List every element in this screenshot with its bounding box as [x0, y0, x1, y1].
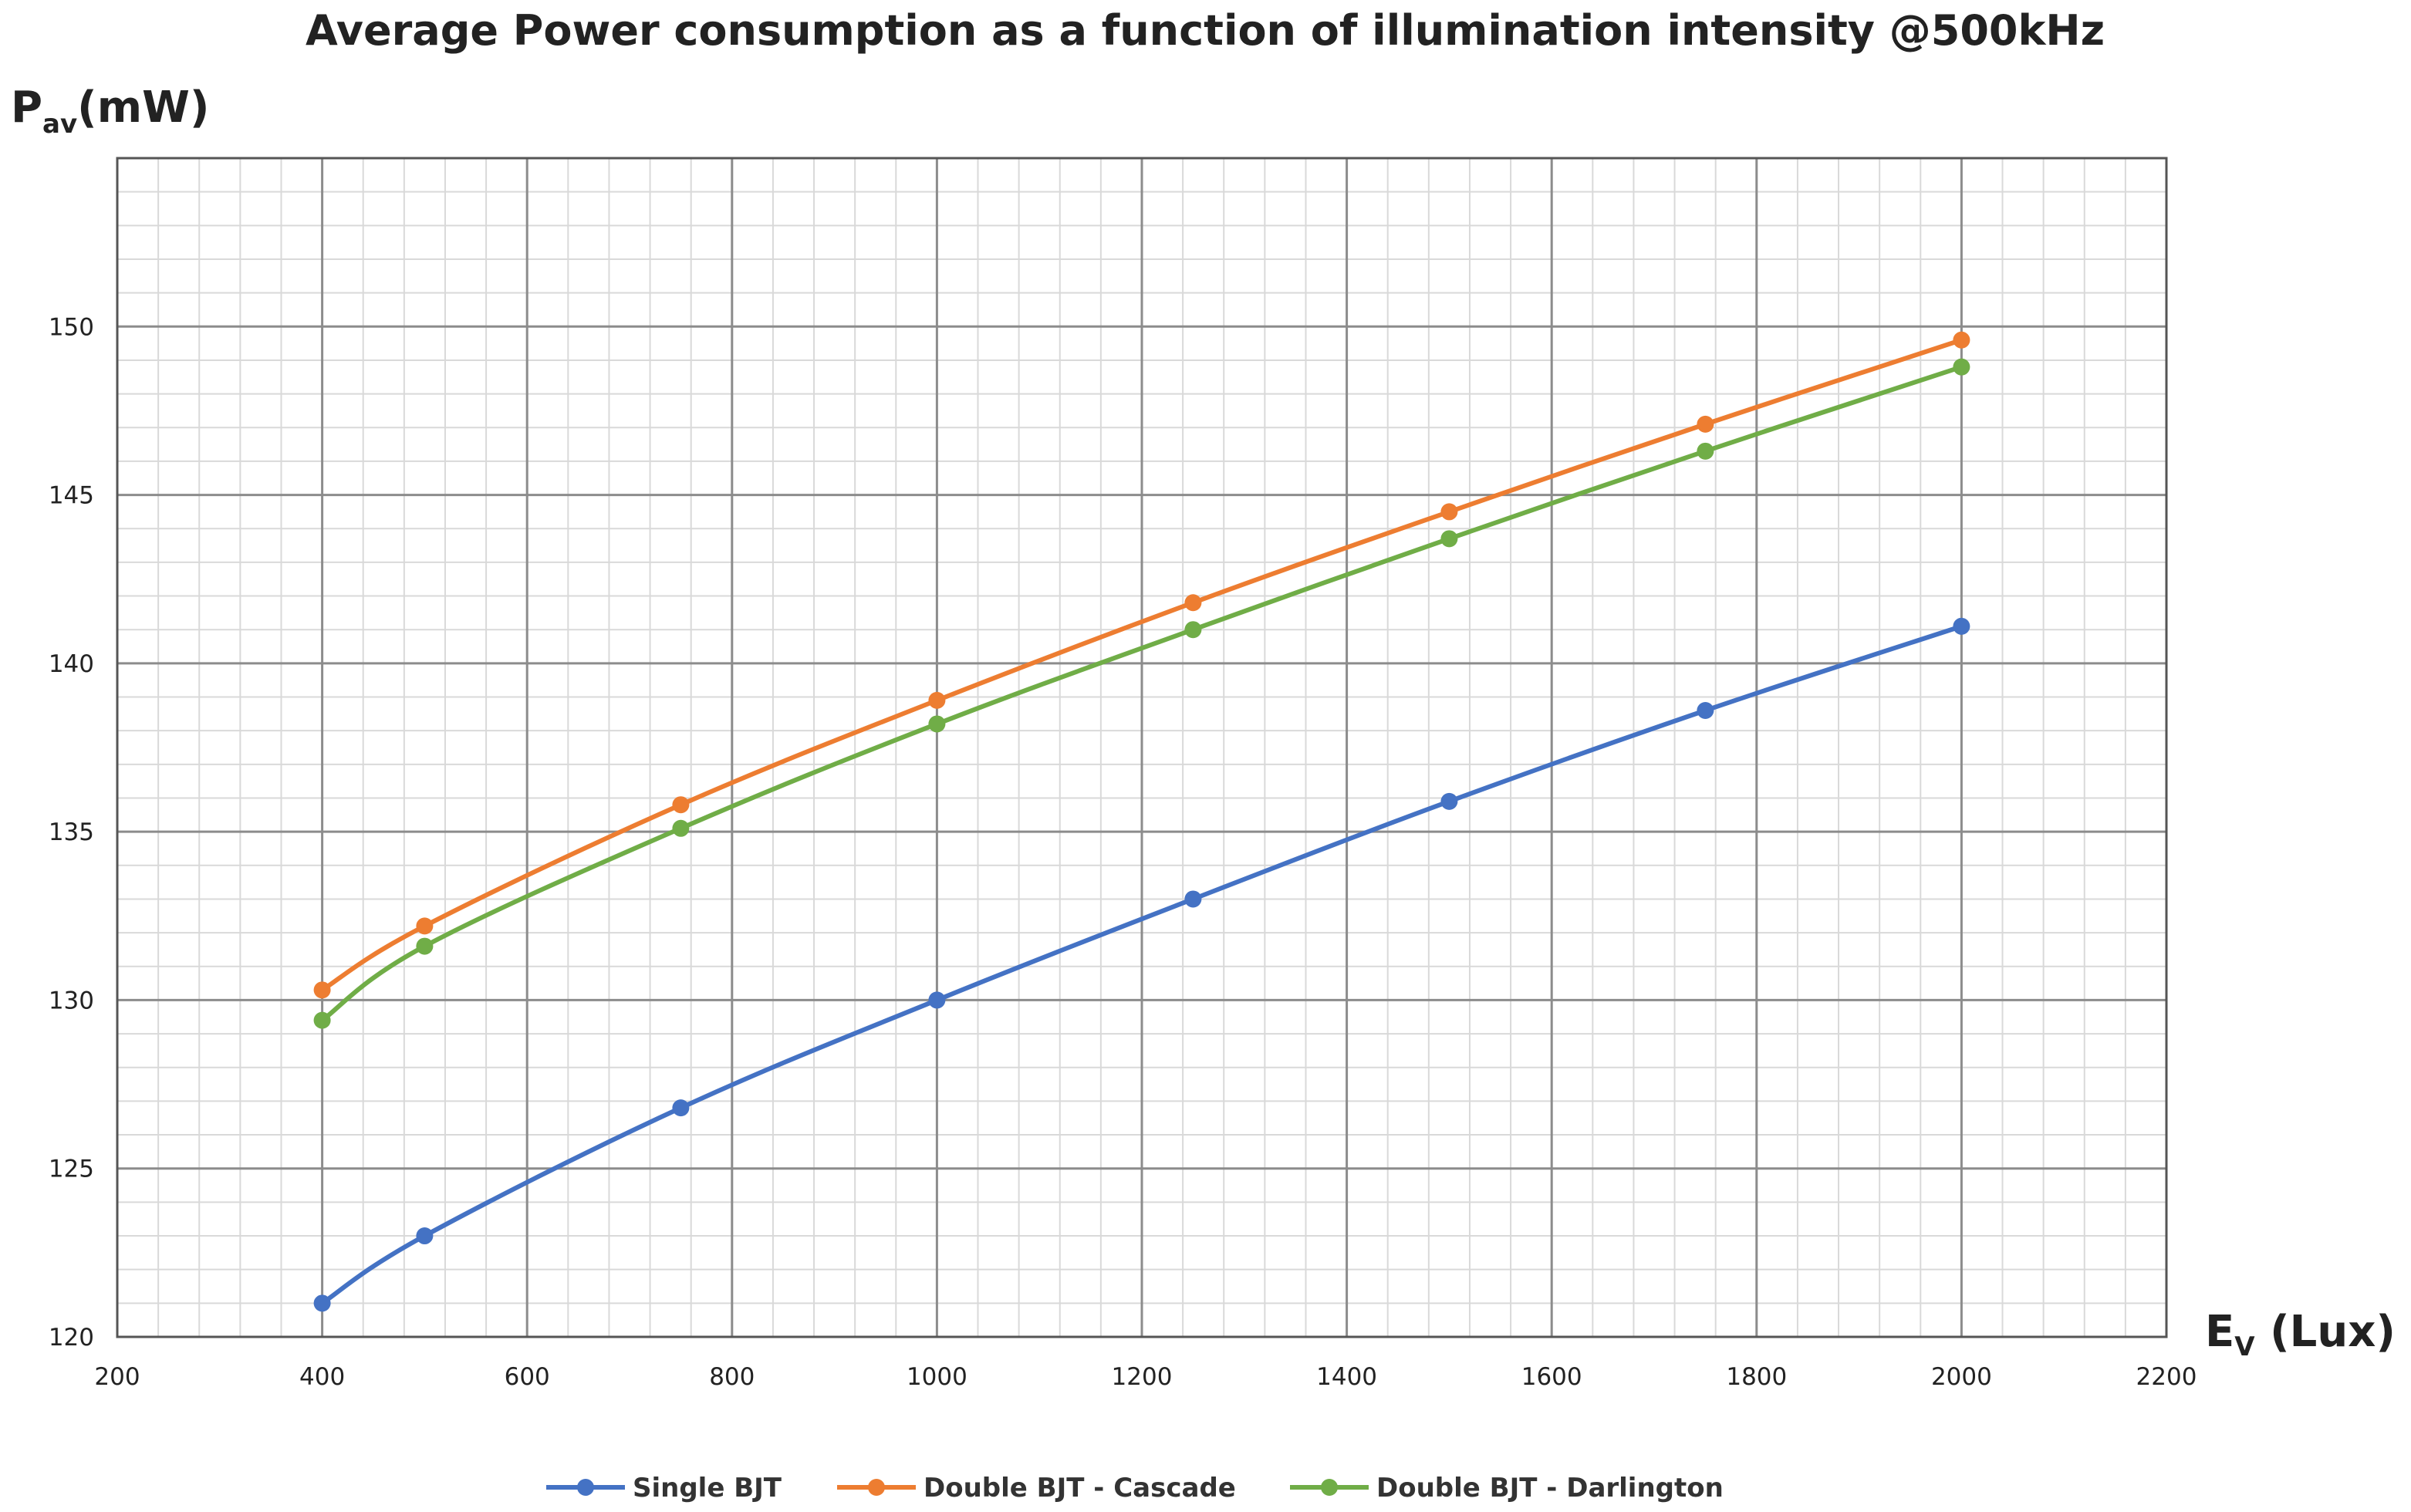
legend-label: Single BJT [633, 1473, 782, 1504]
y-tick-label: 140 [49, 650, 94, 678]
data-point [1953, 331, 1970, 349]
data-point [416, 937, 434, 955]
data-point [1184, 890, 1202, 908]
x-axis-label-subscript: V [2234, 1331, 2255, 1362]
data-point [1697, 701, 1714, 719]
data-point [1440, 530, 1458, 548]
data-point [1953, 617, 1970, 635]
x-tick-label: 2000 [1931, 1363, 1992, 1391]
y-tick-label: 120 [49, 1324, 94, 1352]
data-point [313, 981, 331, 999]
legend-item-double-bjt-cascade: Double BJT - Cascade [837, 1473, 1236, 1504]
chart-title: Average Power consumption as a function … [306, 6, 2105, 55]
data-point [928, 691, 946, 709]
series-line [320, 623, 1963, 1305]
data-point [672, 1099, 690, 1117]
y-axis-label: Pav(mW) [11, 83, 209, 140]
y-tick-label: 145 [49, 482, 94, 510]
x-tick-label: 1600 [1521, 1363, 1582, 1391]
x-axis-label-main: E [2205, 1307, 2234, 1357]
legend-item-double-bjt-darlington: Double BJT - Darlington [1290, 1473, 1724, 1504]
data-point [1697, 442, 1714, 460]
legend-marker [868, 1479, 885, 1496]
series-layer [313, 331, 1970, 1312]
x-tick-label: 2200 [2136, 1363, 2197, 1391]
x-tick-label: 1200 [1112, 1363, 1173, 1391]
x-axis-label-unit: (Lux) [2255, 1307, 2396, 1357]
y-tick-label: 125 [49, 1156, 94, 1183]
data-point [313, 1011, 331, 1029]
legend: Single BJT Double BJT - Cascade Double BJT… [546, 1473, 1724, 1504]
major-grid [116, 158, 2168, 1338]
y-axis-label-main: P [11, 83, 42, 133]
y-tick-labels: 120 125 130 135 140 145 150 [49, 313, 94, 1352]
legend-marker [1321, 1479, 1338, 1496]
data-point [1184, 594, 1202, 612]
y-tick-label: 130 [49, 987, 94, 1014]
data-point [672, 819, 690, 837]
data-point [313, 1294, 331, 1312]
series-double-bjt-cascade [313, 331, 1970, 999]
series-double-bjt-darlington [313, 358, 1970, 1029]
series-line [320, 364, 1963, 1023]
plot-frame [116, 157, 2168, 1338]
data-point [672, 796, 690, 814]
legend-marker [577, 1479, 594, 1496]
x-tick-label: 200 [94, 1363, 140, 1391]
legend-item-single-bjt: Single BJT [546, 1473, 782, 1504]
x-tick-label: 1800 [1726, 1363, 1787, 1391]
x-axis-label: EV (Lux) [2205, 1307, 2396, 1362]
y-axis-label-unit: (mW) [77, 83, 209, 133]
data-point [416, 917, 434, 935]
data-point [416, 1227, 434, 1245]
x-tick-label: 600 [505, 1363, 550, 1391]
data-point [928, 991, 946, 1009]
legend-label: Double BJT - Darlington [1376, 1473, 1724, 1504]
data-point [1697, 415, 1714, 433]
series-single-bjt [313, 617, 1970, 1312]
x-tick-label: 800 [709, 1363, 755, 1391]
data-point [1184, 621, 1202, 639]
y-axis-label-subscript: av [42, 109, 77, 140]
series-line [321, 337, 1963, 992]
x-tick-label: 1400 [1316, 1363, 1377, 1391]
data-point [1440, 503, 1458, 521]
x-tick-label: 400 [299, 1363, 345, 1391]
data-point [1953, 358, 1970, 376]
x-tick-label: 1000 [907, 1363, 967, 1391]
x-tick-labels: 200 400 600 800 1000 1200 1400 1600 1800 2000 2200 [94, 1363, 2197, 1391]
legend-label: Double BJT - Cascade [924, 1473, 1236, 1504]
y-tick-label: 150 [49, 313, 94, 341]
data-point [928, 715, 946, 733]
data-point [1440, 792, 1458, 810]
y-tick-label: 135 [49, 818, 94, 846]
